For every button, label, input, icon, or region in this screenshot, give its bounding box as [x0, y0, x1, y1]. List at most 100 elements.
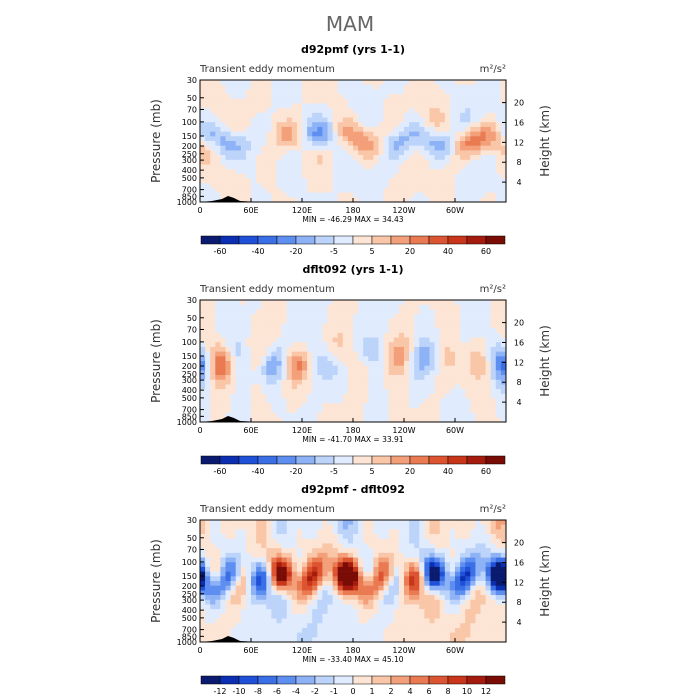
- field-cell: [485, 304, 491, 310]
- field-cell: [230, 571, 236, 577]
- field-cell: [210, 122, 216, 128]
- field-cell: [404, 187, 410, 193]
- field-cell: [429, 80, 435, 85]
- field-cell: [220, 384, 226, 390]
- field-cell: [449, 328, 456, 334]
- field-cell: [220, 538, 226, 544]
- field-cell: [460, 300, 466, 305]
- field-cell: [444, 94, 451, 100]
- field-cell: [398, 618, 405, 624]
- field-cell: [332, 141, 338, 146]
- field-cell: [378, 145, 384, 151]
- colorbar-swatch: [257, 675, 278, 685]
- field-cell: [215, 543, 221, 549]
- field-cell: [307, 304, 313, 310]
- x-tick-label: 120W: [392, 426, 415, 435]
- field-cell: [225, 318, 231, 324]
- field-cell: [286, 323, 293, 329]
- field-cell: [307, 318, 313, 324]
- field-cell: [495, 169, 502, 175]
- field-cell: [200, 557, 206, 563]
- field-cell: [353, 351, 359, 357]
- field-cell: [332, 94, 338, 100]
- field-cell: [286, 197, 293, 203]
- field-cell: [205, 604, 211, 610]
- field-cell: [358, 534, 364, 540]
- field-cell: [419, 595, 425, 601]
- field-cell: [205, 197, 211, 203]
- field-cell: [215, 173, 221, 179]
- field-cell: [245, 590, 252, 596]
- field-cell: [490, 122, 497, 128]
- field-cell: [439, 585, 446, 591]
- field-cell: [419, 117, 425, 123]
- field-cell: [393, 637, 400, 643]
- field-cell: [276, 103, 282, 109]
- field-cell: [383, 84, 389, 90]
- field-cell: [419, 393, 425, 399]
- field-cell: [317, 131, 323, 137]
- field-cell: [200, 389, 206, 395]
- field-cell: [490, 398, 497, 404]
- field-cell: [398, 623, 405, 629]
- field-cell: [485, 178, 491, 184]
- field-cell: [449, 613, 456, 619]
- y-tick-label: 850: [182, 632, 197, 641]
- field-cell: [409, 562, 415, 568]
- field-cell: [342, 80, 349, 85]
- field-cell: [286, 417, 293, 423]
- field-cell: [485, 585, 491, 591]
- field-cell: [251, 393, 257, 399]
- field-cell: [429, 548, 435, 554]
- field-cell: [205, 337, 211, 343]
- field-cell: [337, 534, 344, 540]
- field-cell: [398, 520, 405, 525]
- field-cell: [332, 332, 338, 338]
- y-tick-label: 200: [182, 142, 197, 151]
- field-cell: [230, 613, 236, 619]
- field-cell: [368, 375, 374, 381]
- field-cell: [470, 346, 476, 352]
- field-cell: [378, 524, 384, 530]
- field-cell: [358, 112, 364, 118]
- field-cell: [363, 590, 369, 596]
- field-cell: [225, 566, 231, 572]
- field-cell: [286, 370, 293, 376]
- field-cell: [353, 112, 359, 118]
- field-cell: [256, 178, 262, 184]
- y-tick-label: 500: [182, 614, 197, 623]
- y-tick-label: 100: [182, 338, 197, 347]
- field-cell: [251, 122, 257, 128]
- field-cell: [307, 524, 313, 530]
- field-cell: [358, 576, 364, 582]
- field-cell: [480, 566, 486, 572]
- field-cell: [475, 192, 481, 198]
- field-cell: [429, 98, 435, 104]
- field-cell: [251, 590, 257, 596]
- field-cell: [444, 370, 451, 376]
- field-cell: [235, 328, 242, 334]
- field-cell: [373, 412, 379, 418]
- field-cell: [240, 524, 247, 530]
- field-cell: [337, 403, 344, 409]
- field-cell: [251, 571, 257, 577]
- field-cell: [480, 300, 486, 305]
- field-cell: [235, 576, 242, 582]
- field-cell: [261, 169, 267, 175]
- field-cell: [291, 309, 298, 315]
- field-cell: [500, 613, 507, 619]
- field-cell: [281, 300, 287, 305]
- field-cell: [500, 538, 507, 544]
- field-cell: [398, 80, 405, 85]
- field-cell: [475, 585, 481, 591]
- y-right-tick-label: 16: [514, 558, 524, 567]
- field-cell: [312, 407, 318, 413]
- field-cell: [302, 543, 308, 549]
- field-cell: [307, 89, 313, 95]
- field-cell: [480, 412, 486, 418]
- field-cell: [200, 356, 206, 362]
- field-cell: [353, 80, 359, 85]
- field-cell: [240, 164, 247, 170]
- field-cell: [220, 122, 226, 128]
- field-cell: [210, 403, 216, 409]
